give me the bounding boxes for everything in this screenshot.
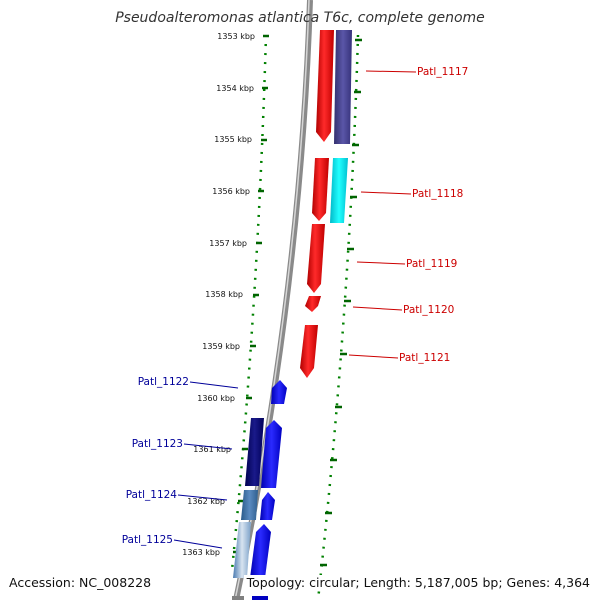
gene-label[interactable]: Patl_1117 xyxy=(417,66,468,78)
tick-label: 1355 kbp xyxy=(214,135,252,144)
tick-label: 1353 kbp xyxy=(217,32,255,41)
right-ruler xyxy=(316,34,360,600)
tick-label: 1357 kbp xyxy=(209,239,247,248)
gene-label[interactable]: Patl_1124 xyxy=(126,489,178,501)
tick-label: 1354 kbp xyxy=(216,84,254,93)
accession-label: Accession: NC_008228 xyxy=(9,575,152,590)
gene-label[interactable]: Patl_1122 xyxy=(138,376,189,388)
gene-arrow[interactable] xyxy=(233,522,251,578)
left-leader-lines xyxy=(173,381,239,549)
gene-arrow[interactable] xyxy=(245,418,264,486)
gene-arrow[interactable] xyxy=(305,296,321,312)
gene-arrow[interactable] xyxy=(260,492,275,520)
right-leader-lines xyxy=(348,70,417,359)
gene-label[interactable]: Patl_1118 xyxy=(412,188,463,200)
gene-arrow[interactable] xyxy=(307,224,325,293)
gene-label[interactable]: Patl_1123 xyxy=(132,438,183,450)
tick-label: 1359 kbp xyxy=(202,342,240,351)
forward-genes xyxy=(300,30,352,378)
gene-arrow[interactable] xyxy=(334,30,352,144)
left-gene-labels: Patl_1122 Patl_1123 Patl_1124 Patl_1125 xyxy=(122,376,189,546)
gene-segment[interactable] xyxy=(232,596,244,600)
gene-arrow[interactable] xyxy=(300,325,318,378)
gene-label[interactable]: Patl_1125 xyxy=(122,534,173,546)
left-ruler xyxy=(230,34,268,571)
tick-labels: 1353 kbp 1354 kbp 1355 kbp 1356 kbp 1357… xyxy=(182,32,255,557)
gene-label[interactable]: Patl_1120 xyxy=(403,304,454,316)
gene-arrow[interactable] xyxy=(250,524,271,578)
gene-label[interactable]: Patl_1121 xyxy=(399,352,450,364)
gene-arrow[interactable] xyxy=(312,158,329,221)
genome-title: Pseudoalteromonas atlantica T6c, complet… xyxy=(115,10,485,26)
gene-arrow[interactable] xyxy=(330,158,348,223)
gene-segment[interactable] xyxy=(252,596,268,600)
gene-label[interactable]: Patl_1119 xyxy=(406,258,457,270)
tick-label: 1362 kbp xyxy=(187,497,225,506)
tick-label: 1361 kbp xyxy=(193,445,231,454)
gene-arrow[interactable] xyxy=(271,380,287,404)
topology-summary: Topology: circular; Length: 5,187,005 bp… xyxy=(243,575,590,590)
gene-arrow[interactable] xyxy=(241,490,258,520)
gene-arrow[interactable] xyxy=(316,30,334,142)
right-gene-labels: Patl_1117 Patl_1118 Patl_1119 Patl_1120 … xyxy=(399,66,468,364)
tick-label: 1356 kbp xyxy=(212,187,250,196)
gene-arrow[interactable] xyxy=(261,420,282,488)
reverse-genes xyxy=(232,380,287,600)
tick-label: 1363 kbp xyxy=(182,548,220,557)
tick-label: 1360 kbp xyxy=(197,394,235,403)
right-tick-marks xyxy=(320,38,362,567)
tick-label: 1358 kbp xyxy=(205,290,243,299)
